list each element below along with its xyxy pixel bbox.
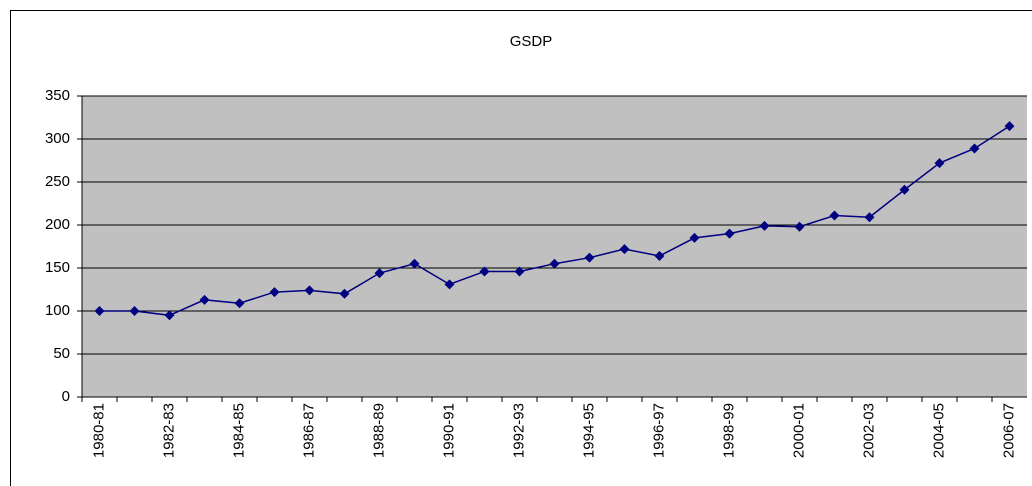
y-tick-label: 0 — [62, 388, 70, 405]
y-tick-label: 250 — [45, 173, 70, 190]
chart-title: GSDP — [510, 33, 553, 50]
y-tick-label: 300 — [45, 130, 70, 147]
marker — [339, 288, 350, 299]
y-tick-label: 350 — [45, 87, 70, 104]
marker — [619, 244, 630, 255]
x-tick-label: 2002-03 — [860, 403, 877, 458]
x-tick-label: 2000-01 — [790, 403, 807, 458]
marker — [689, 232, 700, 243]
marker — [199, 294, 210, 305]
marker — [129, 306, 140, 316]
marker — [234, 298, 245, 309]
marker — [479, 266, 490, 277]
marker — [409, 258, 420, 269]
marker — [549, 258, 560, 269]
x-tick-label: 1984-85 — [230, 403, 247, 458]
marker — [794, 221, 805, 232]
marker — [864, 212, 875, 223]
marker — [934, 158, 945, 169]
x-tick-label: 1996-97 — [650, 403, 667, 458]
y-tick-label: 50 — [53, 345, 70, 362]
marker — [724, 228, 735, 239]
x-tick-label: 1990-91 — [440, 403, 457, 458]
marker — [584, 252, 595, 263]
marker — [374, 268, 385, 279]
x-tick-label: 1986-87 — [300, 403, 317, 458]
marker — [514, 266, 525, 277]
plot-area — [82, 96, 1027, 397]
marker — [269, 287, 280, 298]
x-tick-label: 1988-89 — [370, 403, 387, 458]
marker — [654, 250, 665, 261]
y-tick-label: 200 — [45, 216, 70, 233]
x-tick-label: 1982-83 — [160, 403, 177, 458]
x-tick-label: 2004-05 — [930, 403, 947, 458]
marker — [1004, 121, 1015, 132]
x-tick-label: 1992-93 — [510, 403, 527, 458]
marker — [829, 210, 840, 221]
x-tick-label: 1980-81 — [90, 403, 107, 458]
y-tick-label: 100 — [45, 302, 70, 319]
marker — [759, 220, 770, 231]
x-tick-label: 1998-99 — [720, 403, 737, 458]
marker — [899, 184, 910, 195]
marker — [444, 279, 455, 290]
marker — [304, 285, 315, 296]
marker — [164, 310, 175, 321]
y-tick-label: 150 — [45, 259, 70, 276]
x-tick-label: 2006-07 — [1000, 403, 1017, 458]
marker — [94, 306, 105, 316]
x-tick-label: 1994-95 — [580, 403, 597, 458]
marker — [969, 143, 980, 154]
